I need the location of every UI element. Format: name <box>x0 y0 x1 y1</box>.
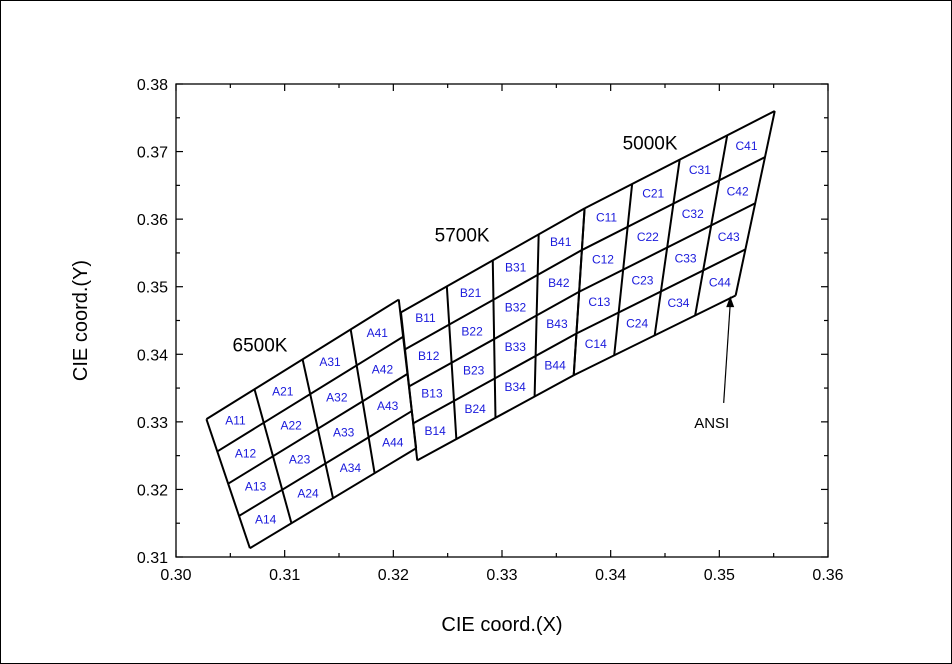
bin-label: C23 <box>631 273 653 287</box>
bin-label: B11 <box>415 311 436 325</box>
bin-label: B22 <box>461 325 483 339</box>
bin-grid-column-line <box>734 110 776 296</box>
x-tick-label: 0.34 <box>595 567 626 584</box>
bin-label: B31 <box>505 260 527 274</box>
bin-label: A43 <box>377 399 399 413</box>
bin-label: C33 <box>675 252 697 266</box>
bin-label: C41 <box>736 139 758 153</box>
bin-label: B23 <box>463 363 485 377</box>
bin-label: A24 <box>297 487 319 501</box>
bin-grid-row-line <box>408 290 580 388</box>
bin-grid-column-line <box>533 234 540 397</box>
bin-grid-row-line <box>249 447 417 550</box>
x-axis-title: CIE coord.(X) <box>441 614 562 636</box>
bin-label: A44 <box>382 435 404 449</box>
x-tick-label: 0.30 <box>160 567 191 584</box>
plot-area <box>175 83 829 558</box>
bin-label: B34 <box>504 380 526 394</box>
bin-label: C24 <box>626 317 648 331</box>
bin-label: C34 <box>667 296 689 310</box>
annotations: ANSI <box>694 296 735 432</box>
bin-grid-row-line <box>412 332 577 425</box>
y-tick-label: 0.36 <box>137 212 168 229</box>
x-tick-label: 0.32 <box>378 567 409 584</box>
y-axis: 0.31 0.32 0.33 0.34 0.35 0.36 0.37 0.38 <box>137 77 828 567</box>
bin-label: C21 <box>642 187 664 201</box>
bin-label: A42 <box>372 362 394 376</box>
bin-label: C22 <box>637 230 659 244</box>
bin-label: C32 <box>682 207 704 221</box>
bin-label: B44 <box>544 358 566 372</box>
bin-grid-row-line <box>416 374 575 462</box>
x-tick-label: 0.31 <box>269 567 300 584</box>
bin-label: B12 <box>418 349 440 363</box>
bin-grid-row-line <box>578 202 756 293</box>
bin-label: B21 <box>460 286 482 300</box>
bin-grids <box>205 110 776 550</box>
cct-label: 6500K <box>233 336 288 357</box>
bin-label: C12 <box>592 253 614 267</box>
bin-label: A12 <box>235 447 257 461</box>
y-tick-label: 0.37 <box>137 145 168 162</box>
bin-label: A33 <box>333 426 355 440</box>
annotation-label: ANSI <box>694 415 729 432</box>
bin-label: B43 <box>546 317 568 331</box>
bin-label: A32 <box>326 390 348 404</box>
x-tick-label: 0.33 <box>486 567 517 584</box>
x-tick-label: 0.36 <box>812 567 843 584</box>
bin-label: B42 <box>548 276 570 290</box>
bin-label: B24 <box>464 402 486 416</box>
bin-grid-column-line <box>349 329 376 474</box>
bin-label: A13 <box>245 479 267 493</box>
bin-grid-row-line <box>573 294 737 377</box>
bin-label: A34 <box>340 461 362 475</box>
x-axis: 0.30 0.31 0.32 0.33 0.34 0.35 0.36 <box>160 84 844 584</box>
bin-label: C13 <box>588 295 610 309</box>
bin-label: A21 <box>272 384 294 398</box>
bin-label: B32 <box>505 300 527 314</box>
cct-label: 5700K <box>435 225 490 246</box>
bin-grid-row-line <box>575 248 746 335</box>
y-tick-label: 0.31 <box>137 550 168 567</box>
bin-label: A31 <box>319 355 341 369</box>
bin-label: A11 <box>225 414 246 428</box>
annotation-arrow-head <box>726 296 735 308</box>
bin-label: A22 <box>281 418 303 432</box>
y-axis-title: CIE coord.(Y) <box>70 260 92 381</box>
bin-label: B41 <box>550 235 572 249</box>
annotation-arrow-line <box>723 304 731 403</box>
y-tick-label: 0.38 <box>137 77 168 94</box>
bin-label: B14 <box>425 424 447 438</box>
bin-labels: A11 A21 A31 A41 A12 A22 A32 A42 A13 A23 A33 A43 A14 A… <box>225 139 758 526</box>
bin-grid-row-line <box>584 110 776 210</box>
bin-grid-row-line <box>238 410 413 517</box>
bin-label: C44 <box>709 276 731 290</box>
bin-grid-row-line <box>227 373 408 485</box>
bin-label: C42 <box>727 185 749 199</box>
bin-label: A41 <box>367 326 389 340</box>
bin-label: B33 <box>505 340 527 354</box>
y-tick-label: 0.35 <box>137 280 168 297</box>
bin-label: C11 <box>596 210 617 224</box>
y-tick-label: 0.34 <box>137 347 168 364</box>
y-tick-label: 0.33 <box>137 415 168 432</box>
x-tick-label: 0.35 <box>704 567 735 584</box>
bin-label: C43 <box>718 230 740 244</box>
bin-label: A23 <box>289 453 311 467</box>
bin-label: B13 <box>421 386 443 400</box>
cct-label: 5000K <box>623 134 678 155</box>
bin-grid-column-line <box>694 135 729 316</box>
bin-label: C14 <box>585 337 607 351</box>
bin-label: A14 <box>255 512 277 526</box>
cct-labels: 6500K 5700K 5000K <box>233 134 678 357</box>
y-tick-label: 0.32 <box>137 482 168 499</box>
bin-label: C31 <box>689 163 711 177</box>
